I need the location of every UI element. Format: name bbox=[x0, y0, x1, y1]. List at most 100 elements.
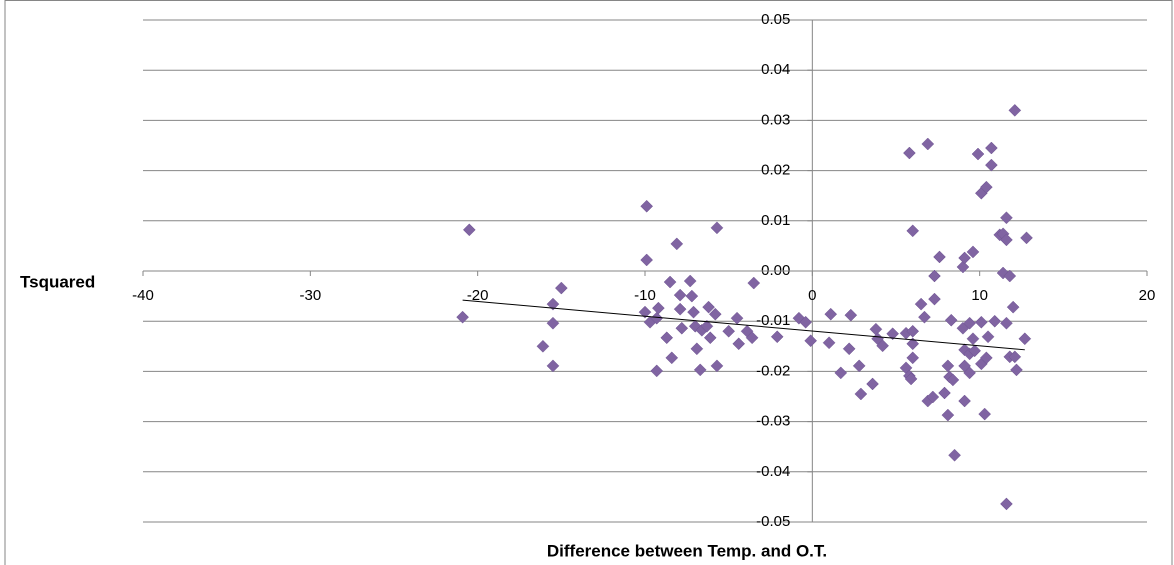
scatter-point bbox=[652, 301, 665, 315]
scatter-point bbox=[933, 250, 946, 264]
scatter-point bbox=[1006, 300, 1020, 314]
scatter-point bbox=[948, 448, 961, 462]
scatter-point bbox=[650, 311, 664, 325]
x-tick-label: -20 bbox=[467, 287, 489, 304]
scatter-point bbox=[700, 319, 714, 333]
scatter-point bbox=[956, 260, 970, 274]
x-tick-label: -40 bbox=[132, 287, 154, 304]
scatter-point bbox=[745, 331, 759, 345]
scatter-point bbox=[703, 331, 717, 345]
scatter-point bbox=[985, 141, 998, 155]
scatter-point bbox=[886, 327, 900, 341]
scatter-point bbox=[554, 281, 568, 295]
scatter-point bbox=[928, 292, 941, 306]
scatter-point bbox=[690, 342, 704, 356]
scatter-point bbox=[980, 180, 993, 194]
scatter-point bbox=[708, 307, 722, 321]
scatter-point bbox=[638, 305, 652, 319]
scatter-point bbox=[1018, 332, 1032, 346]
x-tick-label: 0 bbox=[808, 287, 816, 304]
scatter-point bbox=[1000, 316, 1013, 330]
scatter-point bbox=[792, 311, 806, 325]
scatter-point bbox=[663, 275, 677, 289]
scatter-point bbox=[1020, 231, 1033, 245]
scatter-point bbox=[921, 137, 935, 151]
y-tick-label: 0.02 bbox=[761, 162, 790, 179]
scatter-point bbox=[732, 337, 746, 351]
scatter-point bbox=[926, 390, 940, 404]
scatter-point bbox=[966, 245, 980, 259]
scatter-point bbox=[852, 359, 866, 373]
scatter-point bbox=[685, 289, 699, 303]
scatter-point bbox=[822, 336, 836, 350]
scatter-point bbox=[710, 221, 724, 235]
scatter-point bbox=[687, 305, 700, 319]
scatter-point bbox=[710, 359, 724, 373]
x-axis-title: Difference between Temp. and O.T. bbox=[547, 541, 827, 560]
scatter-point bbox=[869, 322, 883, 336]
scatter-point bbox=[536, 339, 550, 353]
scatter-point bbox=[804, 334, 818, 348]
scatter-point bbox=[673, 302, 687, 316]
scatter-point bbox=[1008, 350, 1022, 364]
x-tick-label: -30 bbox=[299, 287, 321, 304]
scatter-point bbox=[958, 394, 971, 408]
scatter-point bbox=[650, 364, 664, 378]
scatter-point bbox=[978, 407, 992, 421]
scatter-point bbox=[971, 147, 985, 161]
y-tick-label: -0.01 bbox=[756, 312, 790, 329]
scatter-point bbox=[974, 315, 988, 329]
scatter-point bbox=[968, 344, 982, 358]
scatter-point bbox=[958, 251, 971, 265]
scatter-point bbox=[702, 300, 715, 314]
y-tick-label: 0.04 bbox=[761, 61, 790, 78]
scatter-point bbox=[906, 224, 920, 238]
scatter-point bbox=[906, 337, 920, 351]
scatter-point bbox=[903, 146, 916, 160]
trendline bbox=[462, 299, 1025, 351]
scatter-point bbox=[963, 366, 976, 380]
scatter-point bbox=[854, 387, 868, 401]
scatter-point bbox=[941, 408, 955, 422]
scatter-point bbox=[770, 330, 784, 344]
scatter-point bbox=[1003, 269, 1017, 283]
scatter-point bbox=[660, 331, 674, 345]
scatter-point bbox=[824, 307, 838, 321]
scatter-point bbox=[988, 314, 1002, 328]
scatter-point bbox=[866, 377, 879, 391]
scatter-point bbox=[456, 310, 469, 324]
scatter-point bbox=[981, 330, 995, 344]
scatter-point bbox=[906, 351, 920, 365]
scatter-point bbox=[980, 351, 993, 365]
scatter-point bbox=[462, 223, 476, 237]
scatter-point bbox=[1000, 211, 1013, 225]
scatter-point bbox=[914, 297, 928, 311]
scatter-point bbox=[985, 158, 998, 172]
scatter-point bbox=[640, 199, 654, 213]
scatter-point bbox=[546, 359, 560, 373]
x-tick-label: 20 bbox=[1139, 287, 1156, 304]
x-tick-label: -10 bbox=[634, 287, 656, 304]
scatter-point bbox=[844, 308, 858, 322]
scatter-point bbox=[904, 372, 918, 386]
y-tick-label: -0.02 bbox=[756, 362, 790, 379]
y-tick-label: 0.03 bbox=[761, 111, 790, 128]
scatter-point bbox=[944, 313, 958, 327]
scatter-point bbox=[683, 274, 697, 288]
scatter-point bbox=[1000, 233, 1013, 247]
scatter-point bbox=[546, 316, 560, 330]
scatter-point bbox=[730, 311, 744, 325]
scatter-point bbox=[876, 339, 889, 353]
x-tick-label: 10 bbox=[971, 287, 988, 304]
scatter-point bbox=[966, 332, 980, 346]
y-axis-title: Tsquared bbox=[20, 272, 95, 291]
scatter-point bbox=[834, 366, 848, 380]
scatter-point bbox=[1000, 497, 1013, 511]
scatter-point bbox=[946, 373, 960, 387]
scatter-point bbox=[928, 269, 941, 283]
scatter-point bbox=[1010, 363, 1023, 377]
scatter-point bbox=[1008, 104, 1022, 117]
y-tick-label: -0.03 bbox=[756, 413, 790, 430]
scatter-point bbox=[842, 342, 856, 356]
